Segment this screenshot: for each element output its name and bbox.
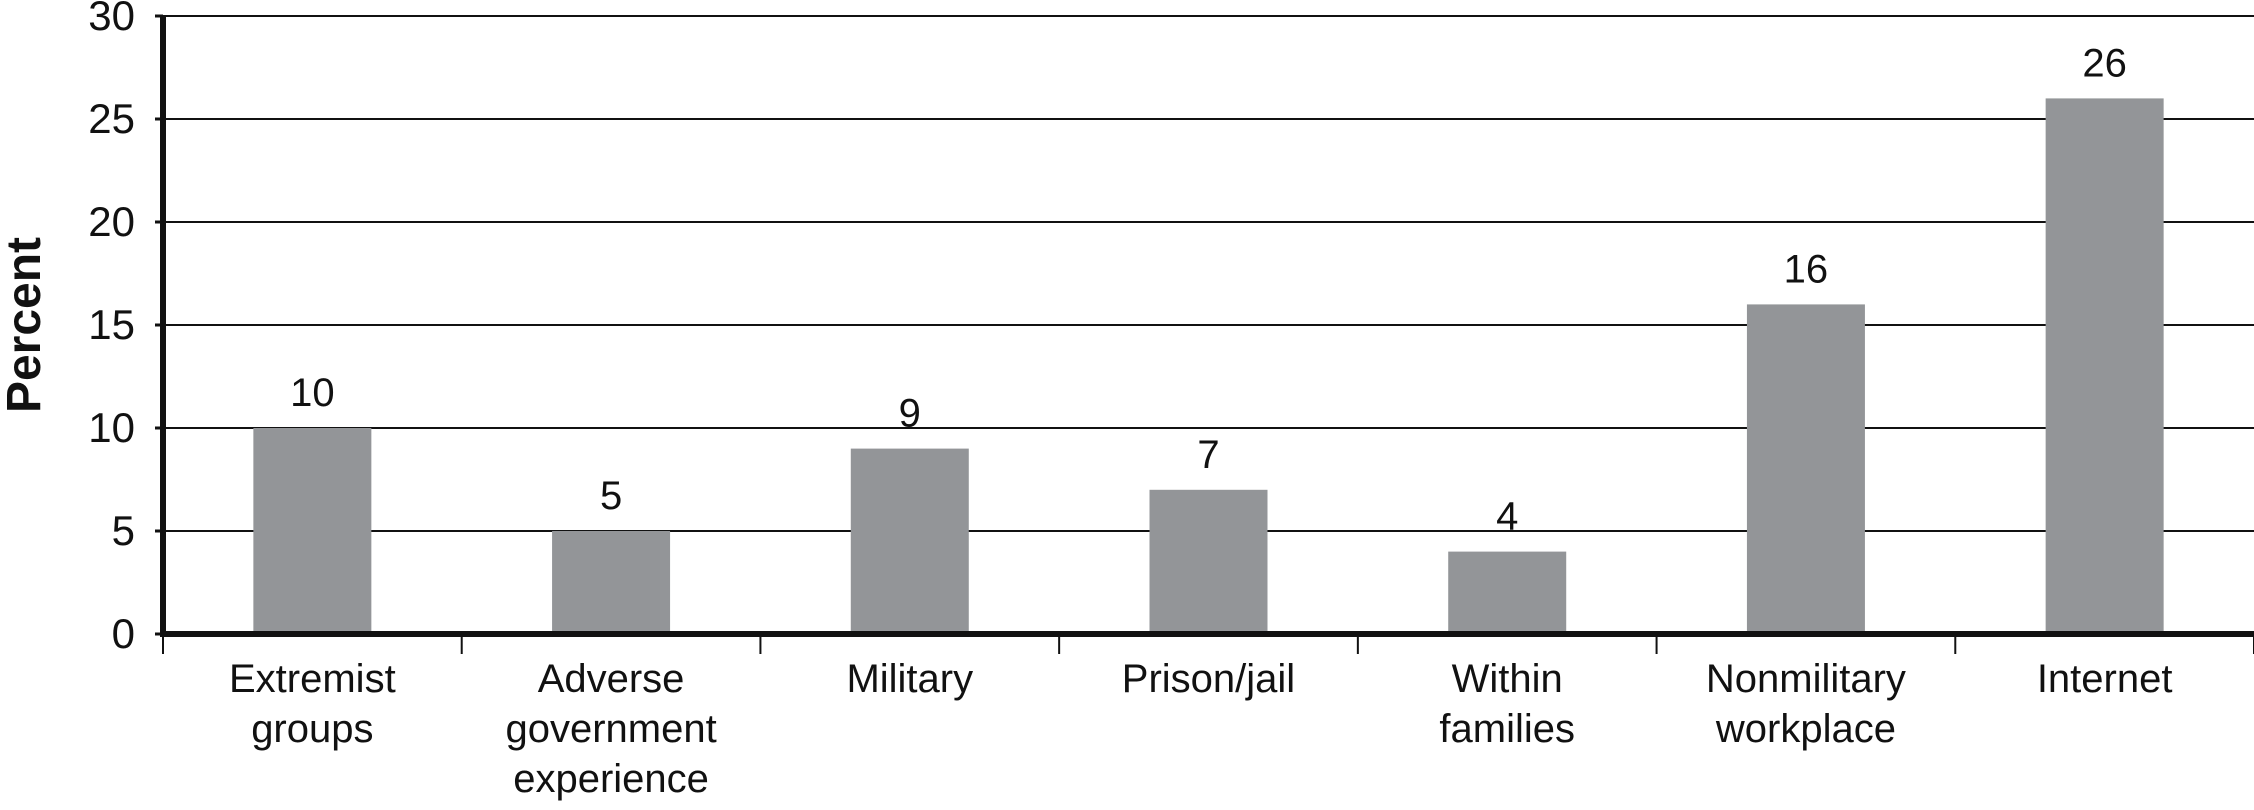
bars bbox=[253, 98, 2164, 634]
x-category-label-line: families bbox=[1439, 707, 1575, 751]
data-label: 7 bbox=[1197, 433, 1219, 477]
x-category-label: Nonmilitary workplace bbox=[1706, 657, 1906, 751]
x-category-label-line: Nonmilitary bbox=[1706, 657, 1906, 701]
x-category-label-line: groups bbox=[251, 707, 373, 751]
data-label: 5 bbox=[600, 474, 622, 518]
data-label: 26 bbox=[2082, 41, 2127, 85]
x-category-label: Extremist groups bbox=[229, 657, 396, 751]
x-category-label-line: Within bbox=[1452, 657, 1563, 701]
bar-3 bbox=[1149, 489, 1268, 634]
y-tick-label: 20 bbox=[88, 198, 135, 245]
x-category-label-line: Extremist bbox=[229, 657, 396, 701]
x-category-label-line: Adverse bbox=[538, 657, 685, 701]
x-category-label-line: Military bbox=[846, 657, 973, 701]
x-category-label: Internet bbox=[2037, 657, 2173, 701]
bar-1 bbox=[552, 531, 671, 634]
x-category-label-line: experience bbox=[513, 757, 709, 801]
y-tick-label: 25 bbox=[88, 95, 135, 142]
labels: 0 5 10 15 20 25 30 10 Extremist groups 5 Adverse gov… bbox=[88, 0, 2172, 801]
y-tick-label: 5 bbox=[112, 507, 135, 554]
y-tick-label: 0 bbox=[112, 610, 135, 657]
bar-4 bbox=[1448, 551, 1567, 634]
x-category-label-line: Internet bbox=[2037, 657, 2173, 701]
y-axis-title: Percent bbox=[0, 237, 51, 413]
bar-2 bbox=[850, 448, 969, 634]
y-tick-label: 10 bbox=[88, 404, 135, 451]
x-category-label-line: workplace bbox=[1715, 707, 1896, 751]
x-category-label: Prison/jail bbox=[1122, 657, 1295, 701]
data-label: 10 bbox=[290, 371, 335, 415]
data-label: 9 bbox=[899, 392, 921, 436]
bar-0 bbox=[253, 428, 372, 634]
data-label: 4 bbox=[1496, 495, 1518, 539]
bar-6 bbox=[2045, 98, 2164, 634]
gridlines bbox=[163, 15, 2254, 532]
y-tick-label: 15 bbox=[88, 301, 135, 348]
data-label: 16 bbox=[1784, 247, 1829, 291]
x-category-label-line: Prison/jail bbox=[1122, 657, 1295, 701]
bar-5 bbox=[1746, 304, 1865, 634]
x-category-label: Adverse government experience bbox=[505, 657, 716, 801]
x-category-label: Military bbox=[846, 657, 973, 701]
axes bbox=[155, 14, 2254, 654]
x-category-label-line: government bbox=[505, 707, 716, 751]
y-tick-label: 30 bbox=[88, 0, 135, 39]
x-category-label: Within families bbox=[1439, 657, 1575, 751]
